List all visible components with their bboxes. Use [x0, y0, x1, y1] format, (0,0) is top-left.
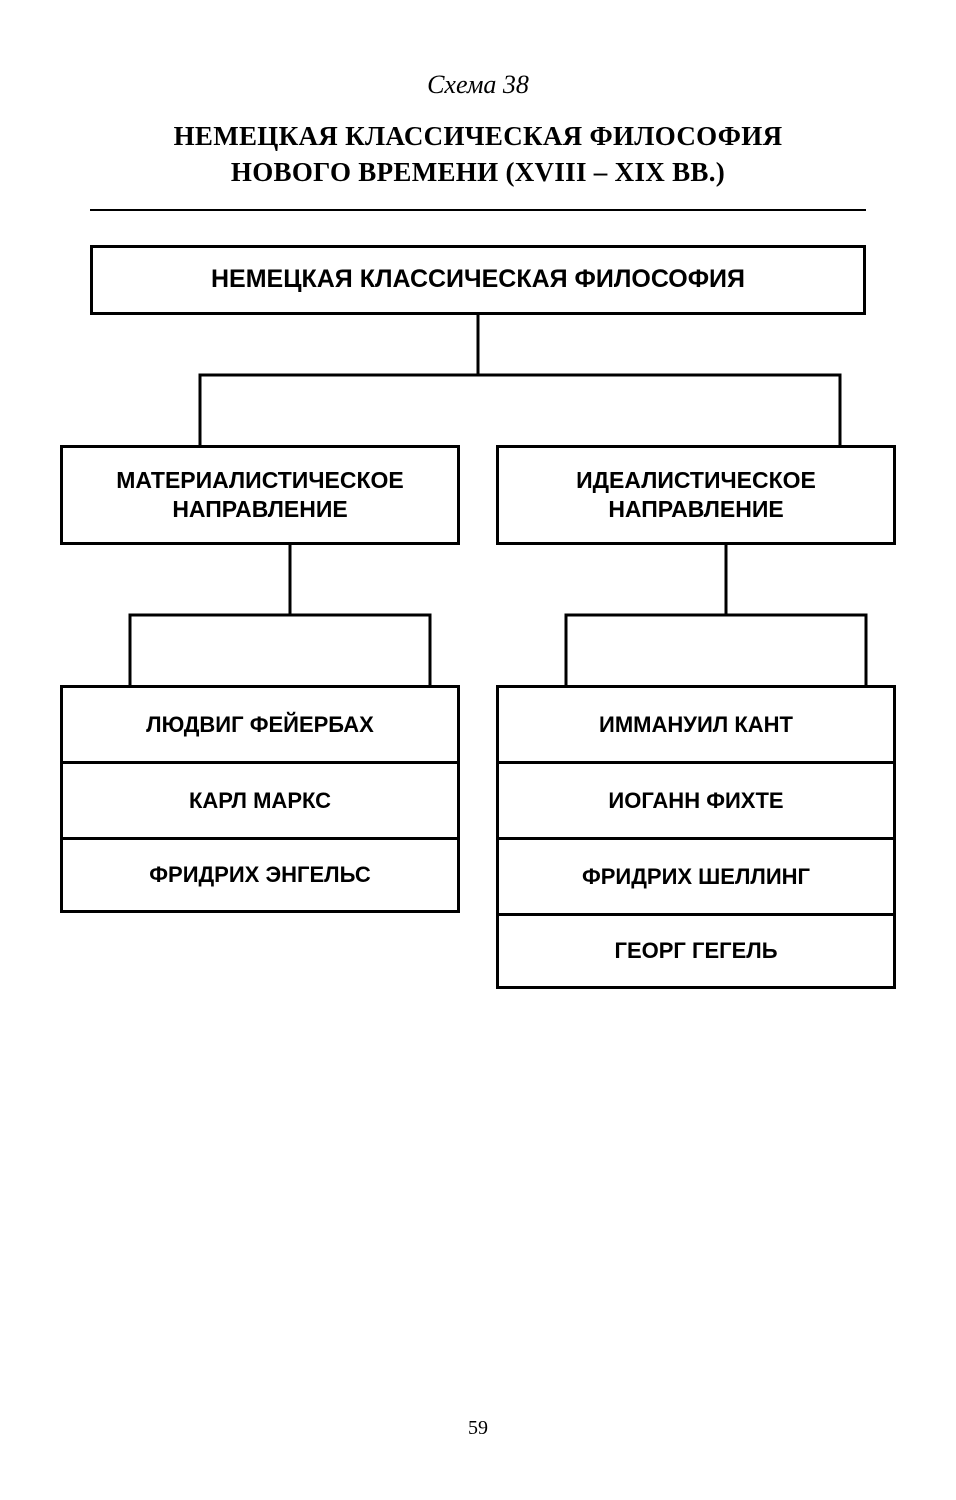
title-line-2: НОВОГО ВРЕМЕНИ (XVIII – XIX ВВ.) [231, 157, 725, 187]
tree-diagram: НЕМЕЦКАЯ КЛАССИЧЕСКАЯ ФИЛОСОФИЯ МАТЕРИАЛИ… [60, 245, 896, 1145]
page-number: 59 [0, 1417, 956, 1440]
node-m2: КАРЛ МАРКС [60, 761, 460, 837]
node-m3: ФРИДРИХ ЭНГЕЛЬС [60, 837, 460, 913]
node-m1: ЛЮДВИГ ФЕЙЕРБАХ [60, 685, 460, 761]
node-i3: ФРИДРИХ ШЕЛЛИНГ [496, 837, 896, 913]
title-underline [90, 209, 866, 211]
title-line-1: НЕМЕЦКАЯ КЛАССИЧЕСКАЯ ФИЛОСОФИЯ [174, 121, 783, 151]
node-i2: ИОГАНН ФИХТЕ [496, 761, 896, 837]
node-i1: ИММАНУИЛ КАНТ [496, 685, 896, 761]
page-title: НЕМЕЦКАЯ КЛАССИЧЕСКАЯ ФИЛОСОФИЯ НОВОГО В… [60, 118, 896, 191]
node-idea: ИДЕАЛИСТИЧЕСКОЕ НАПРАВЛЕНИЕ [496, 445, 896, 545]
node-i4: ГЕОРГ ГЕГЕЛЬ [496, 913, 896, 989]
node-root: НЕМЕЦКАЯ КЛАССИЧЕСКАЯ ФИЛОСОФИЯ [90, 245, 866, 315]
node-mat: МАТЕРИАЛИСТИЧЕСКОЕ НАПРАВЛЕНИЕ [60, 445, 460, 545]
page: Схема 38 НЕМЕЦКАЯ КЛАССИЧЕСКАЯ ФИЛОСОФИЯ… [0, 0, 956, 1500]
scheme-label: Схема 38 [60, 70, 896, 100]
